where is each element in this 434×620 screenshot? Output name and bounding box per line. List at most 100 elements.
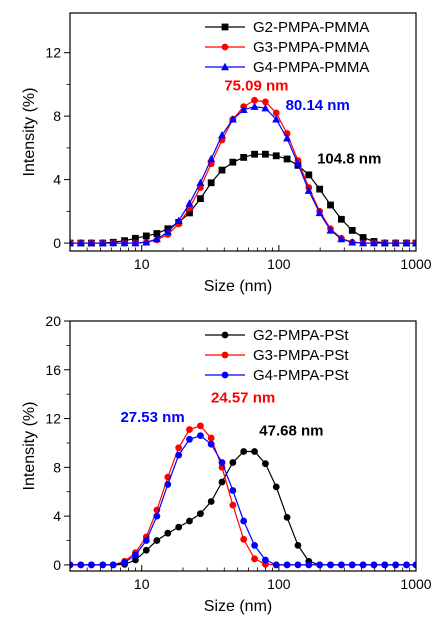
data-point [197,195,204,202]
data-point [327,202,334,209]
data-point [240,536,247,543]
data-point [208,498,215,505]
legend: G2-PMPA-PMMA G3-PMPA-PMMA G4-PMPA-PMMA [205,19,369,76]
data-point [219,479,226,486]
data-point [143,537,150,544]
data-point [251,555,258,562]
series-G3-PMPA-PMMA [67,97,420,247]
y-tick-label: 20 [45,313,61,329]
legend-marker [222,332,229,339]
legend-label: G4-PMPA-PSt [253,367,349,384]
chart-panel-1: 10 100 100004812Size (nm)Intensity (%)G2-P… [21,13,432,295]
x-tick-label: 1000 [400,256,431,272]
data-point [99,562,106,569]
data-point [77,562,84,569]
legend-marker [222,372,229,379]
series-line [70,107,416,243]
legend-label: G2-PMPA-PMMA [253,19,369,36]
data-point [262,557,269,564]
data-point [349,227,356,234]
data-point [295,562,302,569]
x-axis-title: Size (nm) [204,598,272,615]
data-point [316,186,323,193]
legend-label: G2-PMPA-PSt [253,327,349,344]
data-point [381,562,388,569]
legend-label: G3-PMPA-PSt [253,347,349,364]
plot-frame [70,321,416,571]
y-tick-label: 4 [53,508,61,524]
data-point [273,152,280,159]
data-point [403,562,410,569]
data-point [262,151,269,158]
series-G2-PMPA-PSt [67,448,420,568]
legend-marker [222,352,229,359]
x-tick-label: 10 [134,256,150,272]
data-point [338,216,345,223]
data-point [175,452,182,459]
y-tick-label: 16 [45,362,61,378]
series-line [70,436,416,565]
data-point [208,179,215,186]
data-point [229,459,236,466]
data-point [251,448,258,455]
data-point [229,487,236,494]
legend-label: G3-PMPA-PMMA [253,39,369,56]
data-point [153,513,160,520]
data-point [240,518,247,525]
legend-item: G3-PMPA-PSt [205,347,349,364]
data-point [229,159,236,166]
y-tick-label: 0 [53,557,61,573]
data-point [284,156,291,163]
data-point [229,502,236,509]
data-point [121,559,128,566]
y-tick-label: 4 [53,172,61,188]
peak-annotation: 24.57 nm [211,390,275,407]
data-point [284,562,291,569]
data-point [338,562,345,569]
data-point [143,547,150,554]
data-point [186,436,193,443]
data-point [251,102,259,109]
data-point [164,530,171,537]
y-axis-title: Intensity (%) [21,402,38,491]
legend-marker [222,24,229,31]
data-point [186,426,193,433]
x-tick-label: 100 [267,256,291,272]
data-point [197,432,204,439]
y-tick-label: 0 [53,235,61,251]
series-G3-PMPA-PSt [67,422,420,568]
legend-marker [222,44,229,51]
data-point [88,562,95,569]
x-axis-title: Size (nm) [204,278,272,295]
data-point [392,562,399,569]
data-point [240,448,247,455]
peak-annotation: 27.53 nm [120,409,184,426]
legend-item: G3-PMPA-PMMA [205,39,369,56]
data-point [153,537,160,544]
series-G4-PMPA-PMMA [66,102,420,246]
legend: G2-PMPA-PSt G3-PMPA-PSt G4-PMPA-PSt [205,327,349,384]
x-tick-label: 1000 [400,576,431,592]
x-tick-label: 100 [267,576,291,592]
y-tick-label: 12 [45,45,61,61]
chart-panel-2: 10 100 1000 0 4 8 12 16 20 Size (nm) Intensity (%)… [21,313,432,615]
data-point [295,542,302,549]
x-tick-label: 10 [134,576,150,592]
data-point [197,422,204,429]
legend-item: G4-PMPA-PMMA [205,59,369,76]
data-point [132,552,139,559]
legend-label: G4-PMPA-PMMA [253,59,369,76]
data-point [360,562,367,569]
data-point [208,435,215,442]
legend-item: G2-PMPA-PMMA [205,19,369,36]
peak-annotation: 104.8 nm [317,151,381,168]
y-tick-label: 8 [53,108,61,124]
data-point [327,562,334,569]
series-line [70,426,416,565]
peak-annotation: 80.14 nm [286,97,350,114]
data-point [186,518,193,525]
legend-item: G2-PMPA-PSt [205,327,349,344]
data-point [371,562,378,569]
data-point [305,171,312,178]
